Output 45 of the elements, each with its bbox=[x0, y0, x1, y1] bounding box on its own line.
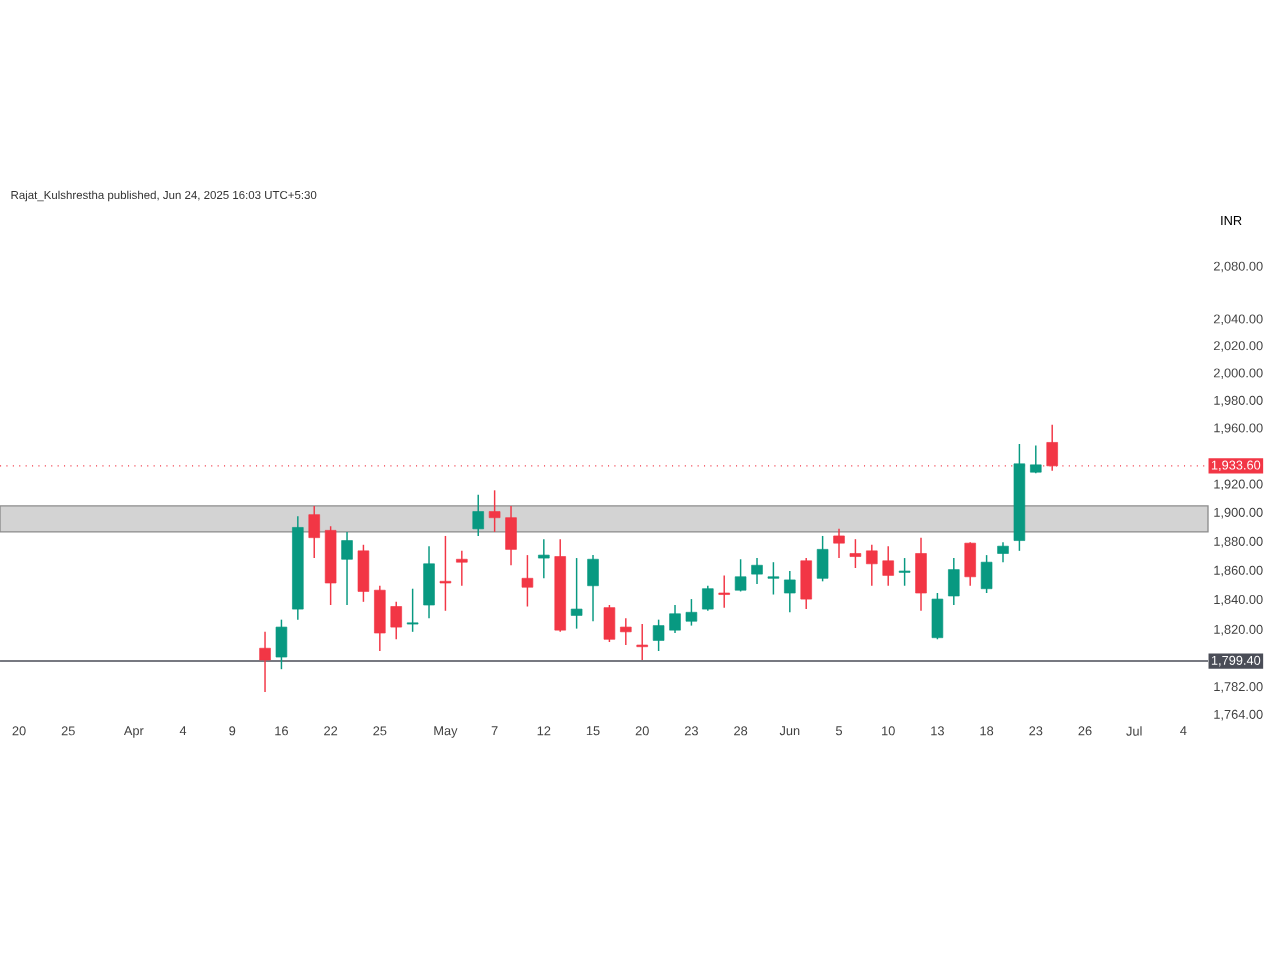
candlestick bbox=[374, 584, 386, 652]
candlestick bbox=[800, 557, 812, 610]
candlestick bbox=[898, 557, 911, 587]
candlestick bbox=[652, 618, 665, 652]
candlestick bbox=[931, 592, 944, 641]
candlestick bbox=[685, 598, 698, 627]
candlestick bbox=[833, 528, 845, 559]
candlestick bbox=[734, 558, 747, 593]
candlestick bbox=[915, 536, 927, 612]
candlestick bbox=[1030, 444, 1042, 475]
candlestick bbox=[390, 601, 402, 641]
candlestick bbox=[439, 535, 452, 612]
candlestick bbox=[275, 618, 288, 670]
candlestick bbox=[423, 545, 435, 619]
candlestick bbox=[784, 570, 796, 614]
candlestick bbox=[538, 538, 550, 580]
candlestick bbox=[718, 574, 730, 609]
candlestick bbox=[570, 557, 583, 630]
candlestick bbox=[1046, 424, 1058, 472]
candlestick bbox=[702, 584, 714, 612]
candlestick bbox=[751, 557, 763, 585]
candlestick bbox=[521, 554, 534, 608]
candlestick bbox=[669, 604, 681, 634]
candlestick bbox=[816, 535, 829, 583]
candlestick bbox=[964, 541, 976, 587]
candlestick bbox=[308, 505, 320, 559]
candlestick bbox=[767, 561, 780, 596]
candlestick bbox=[997, 541, 1009, 563]
candlestick bbox=[980, 554, 993, 594]
candlestick bbox=[849, 538, 862, 569]
candlestick bbox=[456, 550, 468, 587]
candlestick bbox=[505, 505, 517, 567]
candlestick bbox=[259, 631, 271, 693]
candlestick bbox=[587, 554, 599, 622]
candlestick bbox=[866, 544, 878, 587]
candlestick bbox=[603, 604, 616, 643]
candlestick bbox=[357, 544, 370, 603]
candlestick bbox=[406, 587, 419, 633]
candlestick bbox=[472, 493, 484, 537]
candlestick bbox=[636, 623, 648, 661]
candlestick bbox=[948, 557, 960, 606]
candlestick bbox=[620, 617, 632, 646]
candlestick bbox=[882, 545, 894, 587]
candlestick bbox=[341, 531, 353, 606]
candlestick bbox=[488, 489, 501, 533]
